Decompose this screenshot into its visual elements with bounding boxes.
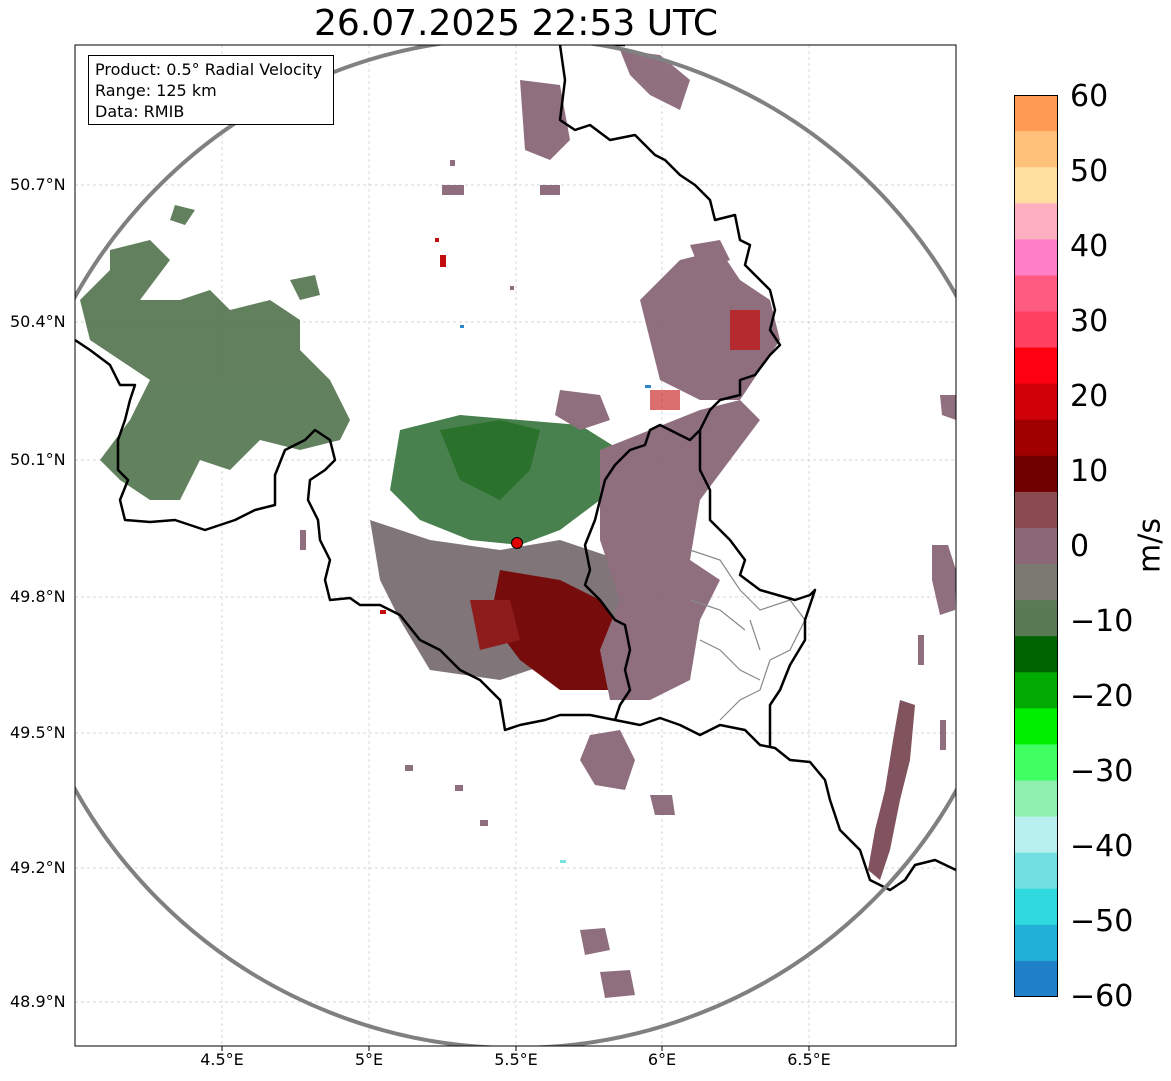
- colorbar-band: [1014, 708, 1058, 745]
- echo-s-2: [650, 795, 675, 815]
- lon-label-5.5: 5.5°E: [494, 1050, 538, 1069]
- colorbar-band: [1014, 744, 1058, 782]
- velocity-colorbar: [1014, 95, 1058, 997]
- echo-s-1: [580, 730, 635, 790]
- colorbar-band: [1014, 600, 1058, 637]
- axis-tick-marks: [221, 1046, 810, 1051]
- colorbar-band: [1014, 924, 1058, 962]
- lon-label-6.5: 6.5°E: [787, 1050, 831, 1069]
- colorbar-band: [1014, 455, 1058, 493]
- lat-label-48.9: 48.9°N: [10, 992, 66, 1011]
- echo-ne-2: [690, 240, 730, 270]
- echo-n-2: [520, 80, 570, 160]
- lat-label-49.8: 49.8°N: [10, 587, 66, 606]
- echo-center-red: [490, 570, 630, 690]
- source-label: Data: RMIB: [95, 102, 185, 121]
- cbar-tick-60: 60: [1070, 79, 1109, 114]
- colorbar-band: [1014, 672, 1058, 709]
- cbar-tick-30: 30: [1070, 304, 1109, 339]
- colorbar-band: [1014, 816, 1058, 854]
- lat-label-50.4: 50.4°N: [10, 312, 66, 331]
- echo-s-4: [600, 970, 635, 998]
- colorbar-band: [1014, 95, 1058, 132]
- colorbar-band: [1014, 852, 1058, 890]
- echo-s-3: [580, 928, 610, 955]
- cbar-tick-10: 10: [1070, 454, 1109, 489]
- colorbar-band: [1014, 383, 1058, 421]
- cbar-tick-20: 20: [1070, 379, 1109, 414]
- colorbar-band: [1014, 203, 1058, 240]
- colorbar-band: [1014, 636, 1058, 673]
- echo-center-red-2: [470, 600, 520, 650]
- map-title: 26.07.2025 22:53 UTC: [313, 3, 719, 44]
- colorbar-band: [1014, 564, 1058, 601]
- lat-label-49.5: 49.5°N: [10, 723, 66, 742]
- echo-speckles: [300, 160, 946, 863]
- colorbar-unit-label: m/s: [1132, 518, 1168, 573]
- echo-east-1: [600, 400, 760, 700]
- lon-label-6: 6°E: [647, 1050, 677, 1069]
- cbar-tick-neg40: −40: [1070, 829, 1134, 864]
- colorbar-band: [1014, 239, 1058, 276]
- cbar-tick-neg10: −10: [1070, 604, 1134, 639]
- echo-nw-4: [170, 205, 195, 225]
- colorbar-band: [1014, 131, 1058, 168]
- cbar-tick-neg30: −30: [1070, 754, 1134, 789]
- echo-east-band: [868, 700, 915, 880]
- lat-label-50.7: 50.7°N: [10, 175, 66, 194]
- echo-east-edge-2: [940, 395, 956, 420]
- echo-nw: [80, 240, 350, 500]
- colorbar-band: [1014, 275, 1058, 312]
- radar-site-marker: [511, 537, 523, 549]
- colorbar-band: [1014, 167, 1058, 204]
- colorbar-band: [1014, 780, 1058, 818]
- range-label: Range: 125 km: [95, 81, 217, 100]
- colorbar-band: [1014, 527, 1058, 565]
- echo-nw-3: [290, 275, 320, 300]
- colorbar-frame: [1014, 95, 1058, 997]
- cbar-tick-neg20: −20: [1070, 679, 1134, 714]
- colorbar-band: [1014, 491, 1058, 529]
- echo-ne-1: [640, 250, 780, 400]
- echo-center-darkgreen: [440, 420, 540, 500]
- cbar-tick-neg60: −60: [1070, 979, 1134, 1014]
- cbar-tick-40: 40: [1070, 229, 1109, 264]
- echo-nw-2: [110, 240, 165, 290]
- echo-east-edge: [932, 545, 956, 615]
- colorbar-band: [1014, 419, 1058, 457]
- colorbar-band: [1014, 347, 1058, 385]
- cbar-tick-50: 50: [1070, 154, 1109, 189]
- echo-n-1: [620, 50, 690, 110]
- cbar-tick-0: 0: [1070, 529, 1090, 564]
- product-info-box: Product: 0.5° Radial Velocity Range: 125…: [88, 55, 334, 125]
- lat-label-50.1: 50.1°N: [10, 450, 66, 469]
- radar-echoes: [80, 50, 956, 998]
- lon-label-4.5: 4.5°E: [200, 1050, 244, 1069]
- country-borders: [75, 45, 956, 892]
- lat-label-49.2: 49.2°N: [10, 858, 66, 877]
- colorbar-band: [1014, 960, 1058, 997]
- colorbar-band: [1014, 888, 1058, 926]
- lon-label-5: 5°E: [354, 1050, 384, 1069]
- cbar-tick-neg50: −50: [1070, 904, 1134, 939]
- product-label: Product: 0.5° Radial Velocity: [95, 60, 323, 79]
- colorbar-band: [1014, 311, 1058, 349]
- echo-n-3: [555, 390, 610, 430]
